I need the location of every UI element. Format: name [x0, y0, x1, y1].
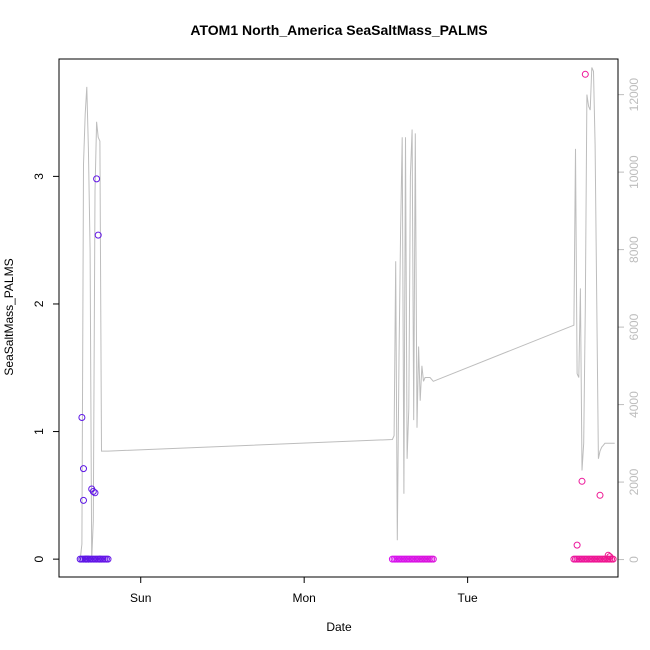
data-point — [91, 489, 99, 497]
data-point — [606, 553, 614, 561]
y-axis-label: SeaSaltMass_PALMS — [2, 258, 16, 375]
y-tick-label: 2 — [32, 300, 46, 307]
y2-tick-label: 10000 — [627, 155, 641, 189]
y-axis: 0 1 2 3 — [32, 173, 59, 562]
secondary-series-line — [79, 67, 615, 560]
x-tick-label: Mon — [293, 591, 316, 605]
y2-tick-label: 2000 — [627, 468, 641, 495]
points-layer — [76, 70, 617, 563]
y2-tick-label: 0 — [627, 556, 641, 563]
y2-tick-label: 6000 — [627, 313, 641, 340]
data-point — [104, 555, 112, 563]
data-point — [604, 551, 612, 559]
y2-tick-label: 12000 — [627, 78, 641, 112]
x-axis-label: Date — [326, 620, 352, 634]
y-tick-label: 3 — [32, 173, 46, 180]
plot-frame — [58, 58, 619, 578]
y-tick-label: 0 — [32, 555, 46, 562]
data-point — [429, 555, 437, 563]
y2-tick-label: 8000 — [627, 236, 641, 263]
data-point — [89, 488, 97, 495]
data-point — [80, 496, 87, 504]
data-point — [573, 541, 581, 549]
data-point — [96, 555, 104, 563]
data-point — [78, 414, 86, 421]
data-point — [596, 491, 604, 499]
data-point — [80, 465, 87, 473]
y-tick-label: 1 — [32, 428, 46, 435]
data-point — [581, 70, 589, 78]
x-tick-label: Sun — [130, 591, 151, 605]
data-point — [578, 477, 586, 485]
y2-tick-label: 4000 — [627, 391, 641, 418]
x-tick-label: Tue — [458, 591, 479, 605]
chart-title: ATOM1 North_America SeaSaltMass_PALMS — [190, 22, 487, 38]
data-point — [93, 175, 101, 183]
data-point — [94, 231, 102, 239]
secondary-line-layer — [79, 67, 615, 560]
data-point — [84, 555, 92, 563]
